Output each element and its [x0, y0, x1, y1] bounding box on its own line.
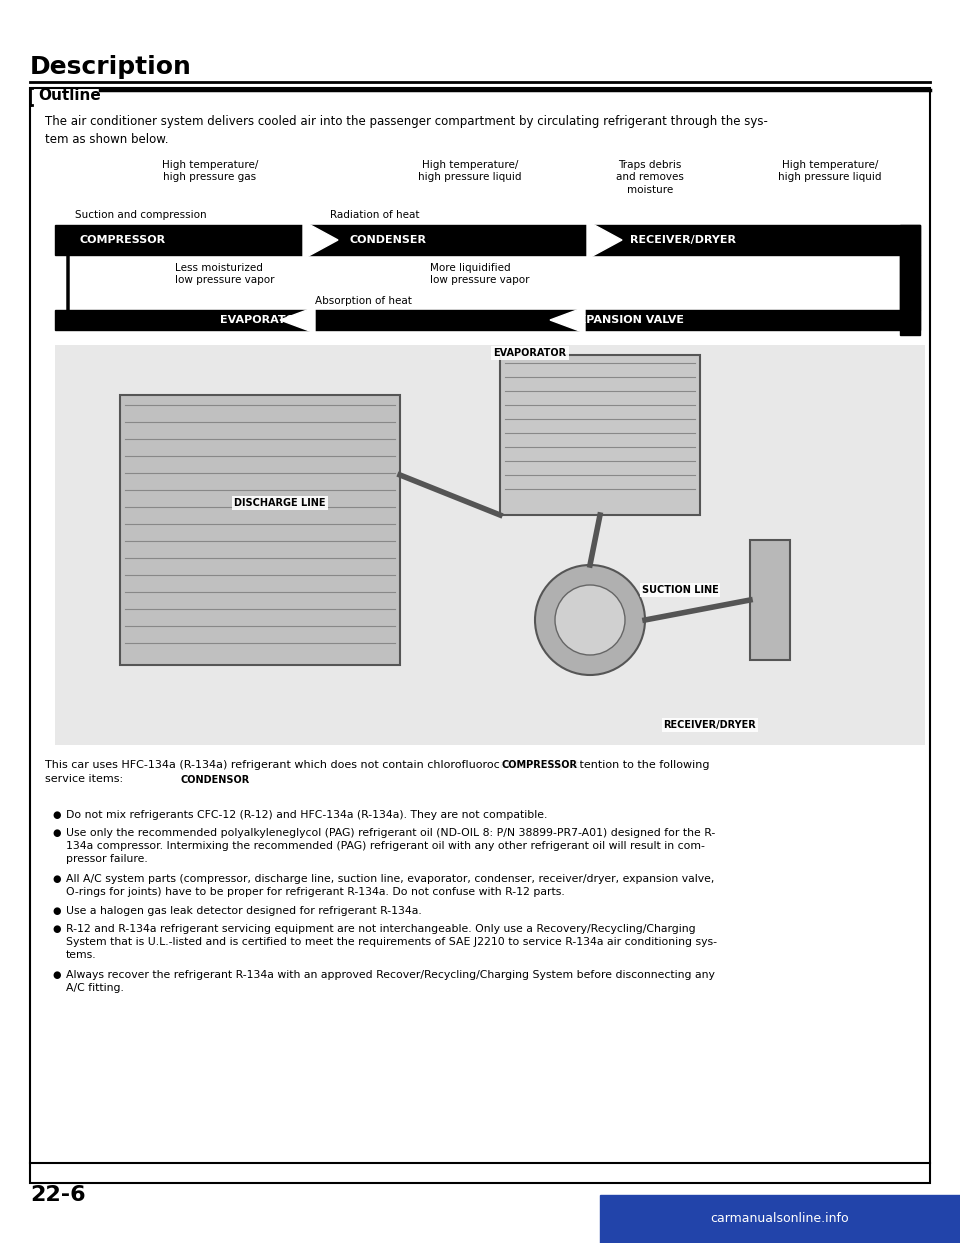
Text: Absorption of heat: Absorption of heat: [315, 296, 412, 306]
Text: High temperature/
high pressure gas: High temperature/ high pressure gas: [162, 160, 258, 183]
Bar: [120, 395, 400, 665]
Text: Less moisturized
low pressure vapor: Less moisturized low pressure vapor: [175, 264, 275, 286]
Text: Radiation of heat: Radiation of heat: [330, 210, 420, 220]
Text: Use a halogen gas leak detector designed for refrigerant R-134a.: Use a halogen gas leak detector designed…: [66, 906, 421, 916]
Text: Outline: Outline: [38, 88, 101, 103]
Text: Always recover the refrigerant R-134a with an approved Recover/Recycling/Chargin: Always recover the refrigerant R-134a wi…: [66, 970, 715, 993]
Circle shape: [535, 566, 645, 675]
Text: SUCTION LINE: SUCTION LINE: [641, 585, 718, 595]
Text: EVAPORATOR: EVAPORATOR: [220, 314, 303, 324]
Bar: [900, 255, 920, 310]
Text: Suction and compression: Suction and compression: [75, 210, 206, 220]
Polygon shape: [587, 221, 622, 259]
Text: CONDENSOR: CONDENSOR: [180, 774, 250, 786]
Bar: [900, 225, 920, 336]
Text: More liquidified
low pressure vapor: More liquidified low pressure vapor: [430, 264, 530, 286]
Text: 22-6: 22-6: [30, 1185, 85, 1204]
Text: COMPRESSOR: COMPRESSOR: [80, 235, 166, 245]
Text: The air conditioner system delivers cooled air into the passenger compartment by: The air conditioner system delivers cool…: [45, 116, 768, 145]
Text: RECEIVER/DRYER: RECEIVER/DRYER: [630, 235, 736, 245]
Text: ●: ●: [52, 874, 60, 884]
Text: ●: ●: [52, 810, 60, 820]
Bar: [55, 346, 925, 745]
Polygon shape: [280, 307, 315, 333]
Text: Traps debris
and removes
moisture: Traps debris and removes moisture: [616, 160, 684, 195]
Text: Use only the recommended polyalkyleneglycol (PAG) refrigerant oil (ND-OIL 8: P/N: Use only the recommended polyalkylenegly…: [66, 828, 715, 864]
Text: ●: ●: [52, 924, 60, 933]
Bar: [30, 88, 930, 1183]
Text: All A/C system parts (compressor, discharge line, suction line, evaporator, cond: All A/C system parts (compressor, discha…: [66, 874, 714, 897]
Polygon shape: [550, 307, 585, 333]
Text: COMPRESSOR: COMPRESSOR: [502, 759, 578, 769]
Polygon shape: [303, 221, 338, 259]
Bar: [55, 225, 920, 255]
Text: High temperature/
high pressure liquid: High temperature/ high pressure liquid: [779, 160, 881, 183]
Text: CONDENSER: CONDENSER: [350, 235, 427, 245]
Bar: [600, 1195, 960, 1243]
Text: High temperature/
high pressure liquid: High temperature/ high pressure liquid: [419, 160, 521, 183]
Bar: [750, 539, 790, 660]
Bar: [55, 310, 920, 329]
Text: This car uses HFC-134a (R-134a) refrigerant which does not contain chlorofluoroc: This car uses HFC-134a (R-134a) refriger…: [45, 759, 709, 784]
Text: R-12 and R-134a refrigerant servicing equipment are not interchangeable. Only us: R-12 and R-134a refrigerant servicing eq…: [66, 924, 717, 961]
Circle shape: [555, 585, 625, 655]
Text: ●: ●: [52, 970, 60, 979]
Text: EXPANSION VALVE: EXPANSION VALVE: [570, 314, 684, 324]
Text: ●: ●: [52, 906, 60, 916]
Text: ●: ●: [52, 828, 60, 838]
Text: DISCHARGE LINE: DISCHARGE LINE: [234, 498, 325, 508]
Text: RECEIVER/DRYER: RECEIVER/DRYER: [663, 720, 756, 730]
Text: carmanualsonline.info: carmanualsonline.info: [710, 1212, 850, 1226]
Text: EVAPORATOR: EVAPORATOR: [493, 348, 566, 358]
Text: Do not mix refrigerants CFC-12 (R-12) and HFC-134a (R-134a). They are not compat: Do not mix refrigerants CFC-12 (R-12) an…: [66, 810, 547, 820]
Text: Description: Description: [30, 55, 192, 80]
Bar: [500, 355, 700, 515]
